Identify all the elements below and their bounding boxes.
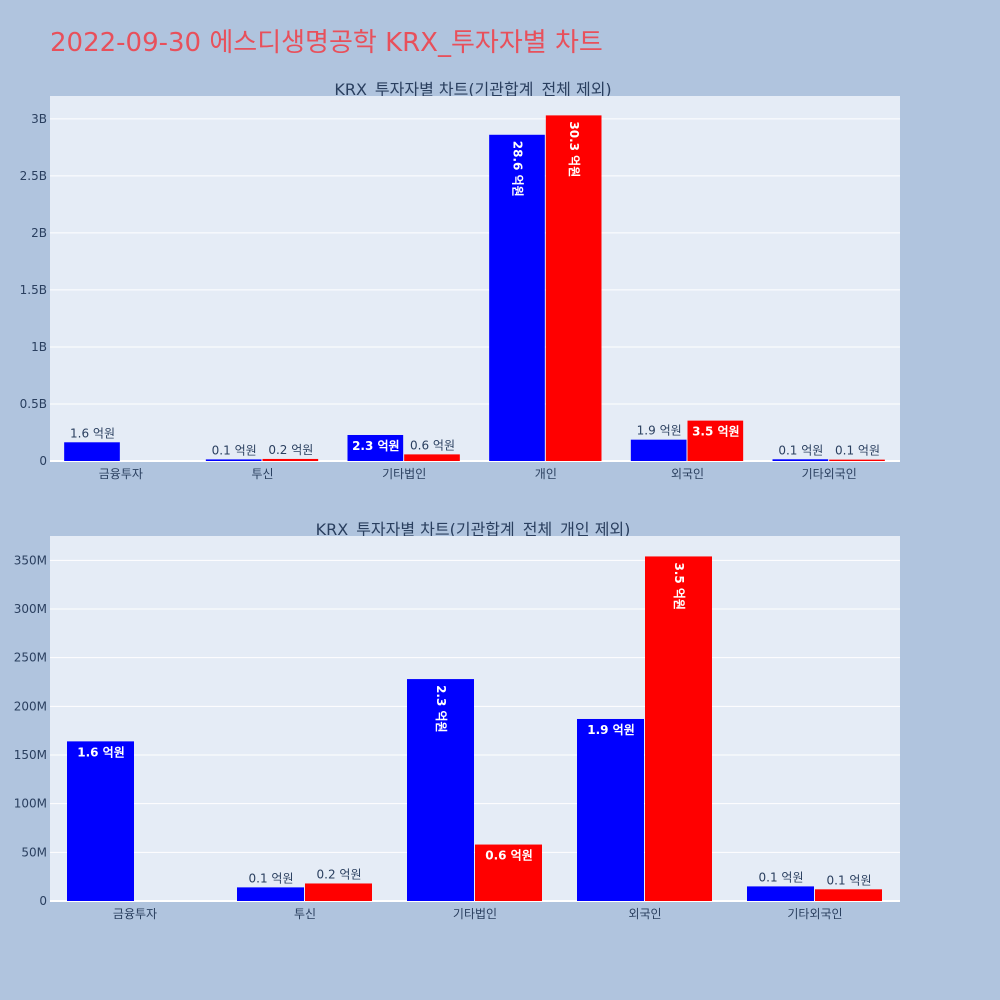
x-tick-label: 기타법인	[382, 467, 426, 481]
y-tick-label: 100M	[14, 797, 47, 811]
chart-title: KRX_투자자별 차트(기관합계_전체_개인 제외)	[316, 520, 631, 540]
bar	[305, 883, 372, 901]
x-tick-label: 기타법인	[453, 907, 497, 921]
bar	[237, 887, 304, 901]
y-tick-label: 2.5B	[20, 169, 47, 183]
bar	[630, 439, 687, 461]
bar	[829, 459, 885, 461]
page-title: 2022-09-30 에스디생명공학 KRX_투자자별 차트	[50, 28, 603, 58]
x-tick-label: 금융투자	[99, 467, 143, 481]
chart-top: KRX_투자자별 차트(기관합계_전체 제외) 0 0.5B 1B 1.5B 2B 2.5…	[20, 80, 900, 481]
data-label: 0.2 억원	[268, 443, 313, 457]
x-tick-label: 투신	[294, 907, 316, 921]
bar	[815, 889, 882, 901]
bar	[205, 459, 262, 461]
y-tick-label: 350M	[14, 553, 47, 567]
bar	[347, 434, 404, 461]
y-tick-label: 2B	[31, 226, 47, 240]
bar	[747, 886, 814, 901]
data-label: 1.6 억원	[77, 745, 125, 759]
y-tick-label: 50M	[21, 845, 47, 859]
x-tick-label: 기타외국인	[802, 467, 857, 481]
data-label: 0.1 억원	[212, 443, 257, 457]
bar	[475, 844, 542, 901]
y-tick-label: 150M	[14, 748, 47, 762]
x-tick-label: 기타외국인	[787, 907, 842, 921]
chart-title: KRX_투자자별 차트(기관합계_전체 제외)	[334, 80, 611, 100]
data-label: 0.1 억원	[835, 444, 880, 458]
data-label: 1.9 억원	[637, 424, 682, 438]
y-tick-label: 3B	[31, 112, 47, 126]
bar	[687, 420, 744, 461]
data-label: 28.6 억원	[511, 141, 525, 197]
bar	[645, 556, 712, 901]
y-tick-label: 200M	[14, 699, 47, 713]
bar	[64, 442, 120, 461]
data-label: 0.1 억원	[249, 871, 294, 885]
bar	[67, 741, 134, 901]
y-tick-label: 1.5B	[20, 283, 47, 297]
data-label: 0.1 억원	[759, 870, 804, 884]
bar	[545, 115, 602, 461]
data-label: 0.2 억원	[317, 867, 362, 881]
bar	[489, 134, 545, 461]
y-tick-label: 0.5B	[20, 397, 47, 411]
bar	[262, 458, 319, 461]
data-label: 0.6 억원	[485, 849, 533, 863]
plot-area	[50, 96, 900, 461]
x-tick-label: 외국인	[628, 907, 661, 921]
data-label: 0.6 억원	[410, 438, 455, 452]
y-tick-label: 1B	[31, 340, 47, 354]
data-label: 2.3 억원	[434, 685, 448, 733]
data-label: 1.9 억원	[587, 723, 635, 737]
bar	[577, 718, 644, 901]
x-tick-label: 투신	[251, 467, 273, 481]
x-tick-label: 금융투자	[113, 907, 157, 921]
bar	[772, 459, 829, 461]
x-tick-label: 개인	[535, 467, 557, 481]
data-label: 0.1 억원	[827, 873, 872, 887]
data-label: 0.1 억원	[778, 443, 823, 457]
y-tick-label: 0	[39, 894, 47, 908]
bar	[407, 679, 474, 901]
plot-area	[50, 536, 900, 901]
data-label: 2.3 억원	[352, 439, 400, 453]
data-label: 3.5 억원	[672, 562, 686, 610]
data-label: 1.6 억원	[70, 426, 115, 440]
y-tick-label: 300M	[14, 602, 47, 616]
bar	[404, 454, 460, 461]
data-label: 3.5 억원	[692, 425, 740, 439]
y-tick-label: 0	[39, 454, 47, 468]
y-tick-label: 250M	[14, 651, 47, 665]
chart-bottom: KRX_투자자별 차트(기관합계_전체_개인 제외) 0 50M 100M 150M 2…	[14, 520, 900, 921]
x-tick-label: 외국인	[671, 467, 704, 481]
data-label: 30.3 억원	[567, 121, 581, 177]
